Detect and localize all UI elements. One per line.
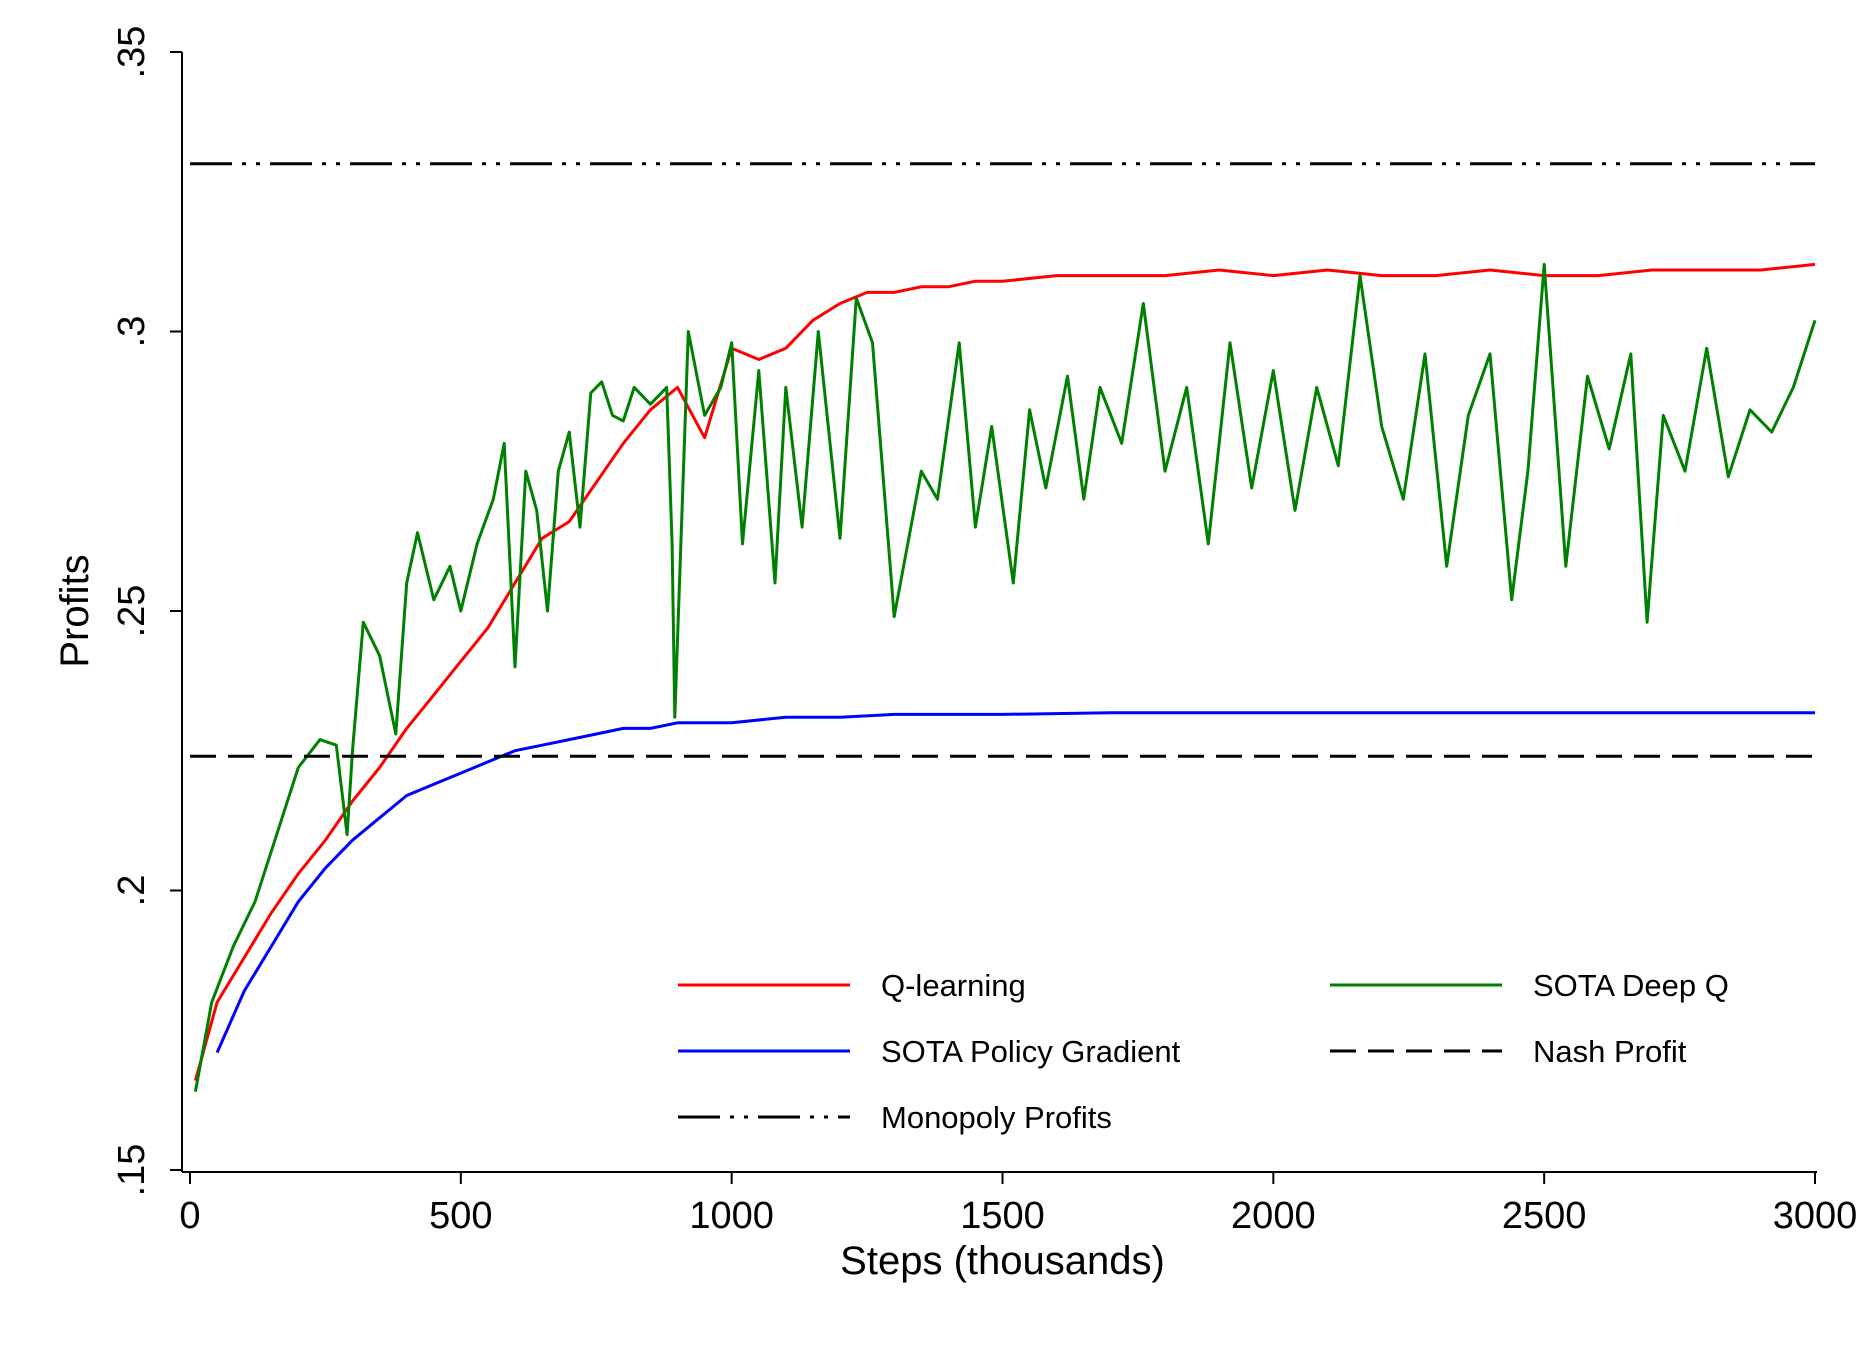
legend-label-q-learning: Q-learning [881, 968, 1026, 1003]
x-axis-title: Steps (thousands) [840, 1239, 1165, 1283]
x-tick-label: 3000 [1773, 1195, 1858, 1237]
series-line-q-learning [193, 262, 1816, 1082]
x-tick-label: 1500 [960, 1195, 1045, 1237]
y-ticks: .15 .2 .25 .3 .35 [111, 26, 182, 1197]
x-tick-label: 1000 [689, 1195, 774, 1237]
legend-label-sota-policy-gradient: SOTA Policy Gradient [881, 1034, 1181, 1069]
legend-label-nash-profit: Nash Profit [1533, 1034, 1687, 1069]
y-tick-label: .25 [111, 585, 153, 638]
x-ticks: 0 500 1000 1500 2000 2500 3000 [179, 1172, 1857, 1237]
series-line-sota-deep-q [193, 262, 1817, 1092]
series-layer [190, 162, 1817, 1092]
x-tick-label: 2000 [1231, 1195, 1316, 1237]
x-tick-label: 0 [179, 1195, 200, 1237]
x-tick-label: 500 [429, 1195, 492, 1237]
series-line-sota-policy-gradient [215, 711, 1815, 1054]
legend: Q-learning SOTA Deep Q SOTA Policy Gradien… [678, 968, 1729, 1135]
y-axis-title: Profits [53, 554, 97, 667]
y-tick-label: .2 [111, 875, 153, 907]
y-tick-label: .35 [111, 26, 153, 79]
x-tick-label: 2500 [1502, 1195, 1587, 1237]
axes: 0 500 1000 1500 2000 2500 3000 .15 .2 .25 .3 .35 S… [53, 26, 1857, 1283]
legend-label-sota-deep-q: SOTA Deep Q [1533, 968, 1729, 1003]
y-tick-label: .3 [111, 316, 153, 348]
legend-label-monopoly-profits: Monopoly Profits [881, 1100, 1112, 1135]
y-tick-label: .15 [111, 1144, 153, 1197]
